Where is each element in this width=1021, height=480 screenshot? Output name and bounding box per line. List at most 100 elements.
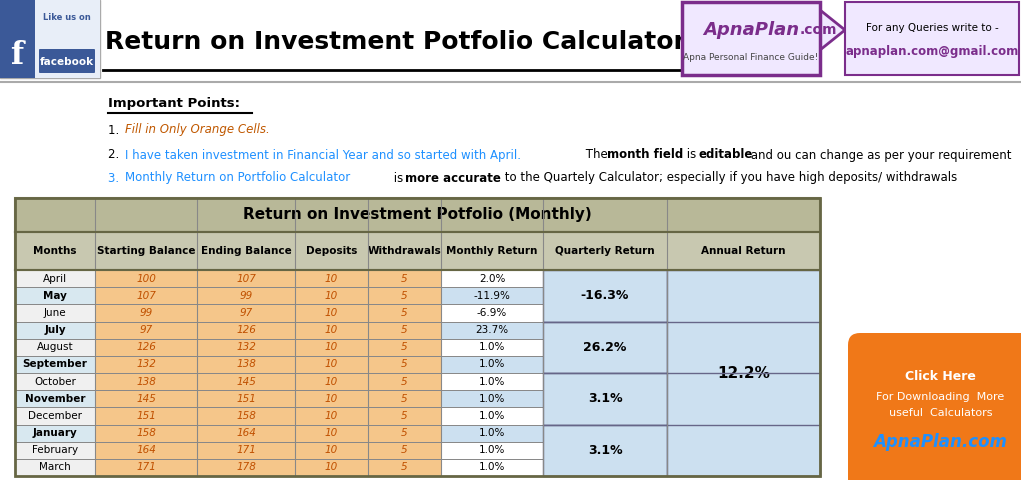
Text: Apna Personal Finance Guide!: Apna Personal Finance Guide! — [683, 53, 819, 62]
Text: 5: 5 — [401, 308, 407, 318]
FancyBboxPatch shape — [543, 424, 667, 476]
FancyBboxPatch shape — [15, 356, 95, 373]
FancyBboxPatch shape — [543, 322, 667, 373]
FancyBboxPatch shape — [15, 339, 95, 356]
Text: July: July — [44, 325, 65, 335]
FancyBboxPatch shape — [95, 339, 197, 356]
Text: 5: 5 — [401, 394, 407, 404]
Text: May: May — [43, 291, 67, 301]
FancyBboxPatch shape — [543, 270, 667, 322]
Text: February: February — [32, 445, 78, 455]
Text: month field: month field — [607, 148, 683, 161]
Text: 10: 10 — [325, 360, 338, 370]
Text: Monthly Return on Portfolio Calculator: Monthly Return on Portfolio Calculator — [125, 171, 350, 184]
Text: 10: 10 — [325, 445, 338, 455]
Text: Withdrawals: Withdrawals — [368, 246, 441, 256]
Text: f: f — [10, 39, 23, 71]
FancyBboxPatch shape — [295, 287, 368, 304]
Text: 12.2%: 12.2% — [717, 365, 770, 381]
FancyBboxPatch shape — [543, 373, 667, 424]
Text: Annual Return: Annual Return — [701, 246, 786, 256]
Text: Like us on: Like us on — [43, 13, 91, 23]
Text: Return on Investment Potfolio (Monthly): Return on Investment Potfolio (Monthly) — [243, 207, 592, 223]
FancyBboxPatch shape — [15, 232, 820, 270]
FancyBboxPatch shape — [95, 304, 197, 322]
Text: 23.7%: 23.7% — [476, 325, 508, 335]
FancyBboxPatch shape — [39, 49, 95, 73]
FancyBboxPatch shape — [368, 339, 441, 356]
Text: 5: 5 — [401, 428, 407, 438]
Text: 10: 10 — [325, 291, 338, 301]
Text: December: December — [28, 411, 82, 421]
FancyBboxPatch shape — [368, 408, 441, 424]
Text: 1.0%: 1.0% — [479, 360, 505, 370]
Text: August: August — [37, 342, 74, 352]
Text: to the Quartely Calculator; especially if you have high deposits/ withdrawals: to the Quartely Calculator; especially i… — [501, 171, 958, 184]
Text: 145: 145 — [136, 394, 156, 404]
Text: Important Points:: Important Points: — [108, 96, 240, 109]
FancyBboxPatch shape — [295, 270, 368, 287]
Text: 2.0%: 2.0% — [479, 274, 505, 284]
Text: 10: 10 — [325, 394, 338, 404]
FancyBboxPatch shape — [682, 2, 820, 75]
Text: March: March — [39, 462, 70, 472]
Text: June: June — [44, 308, 66, 318]
Text: 97: 97 — [140, 325, 152, 335]
FancyBboxPatch shape — [15, 287, 95, 304]
FancyBboxPatch shape — [368, 356, 441, 373]
Text: 3.: 3. — [108, 171, 123, 184]
FancyBboxPatch shape — [368, 322, 441, 339]
FancyBboxPatch shape — [295, 459, 368, 476]
Text: 10: 10 — [325, 377, 338, 386]
FancyBboxPatch shape — [95, 270, 197, 287]
FancyBboxPatch shape — [848, 333, 1021, 480]
FancyBboxPatch shape — [441, 408, 543, 424]
FancyBboxPatch shape — [441, 442, 543, 459]
FancyBboxPatch shape — [295, 408, 368, 424]
Text: I have taken investment in Financial Year and so started with April.: I have taken investment in Financial Yea… — [125, 148, 521, 161]
Text: -11.9%: -11.9% — [474, 291, 510, 301]
FancyBboxPatch shape — [441, 304, 543, 322]
Text: 99: 99 — [140, 308, 152, 318]
FancyBboxPatch shape — [197, 270, 295, 287]
Text: .com: .com — [800, 23, 837, 37]
Text: 132: 132 — [236, 342, 256, 352]
Text: 10: 10 — [325, 308, 338, 318]
Text: 107: 107 — [136, 291, 156, 301]
FancyBboxPatch shape — [15, 424, 95, 442]
FancyBboxPatch shape — [0, 0, 35, 78]
Text: 100: 100 — [136, 274, 156, 284]
FancyBboxPatch shape — [441, 287, 543, 304]
FancyBboxPatch shape — [197, 424, 295, 442]
FancyBboxPatch shape — [95, 373, 197, 390]
Text: ApnaPlan.com: ApnaPlan.com — [874, 433, 1008, 451]
Text: For any Queries write to -: For any Queries write to - — [866, 23, 999, 33]
FancyBboxPatch shape — [95, 408, 197, 424]
FancyBboxPatch shape — [95, 322, 197, 339]
Text: 107: 107 — [236, 274, 256, 284]
Text: 178: 178 — [236, 462, 256, 472]
FancyBboxPatch shape — [15, 442, 95, 459]
Text: Click Here: Click Here — [905, 371, 976, 384]
FancyBboxPatch shape — [15, 408, 95, 424]
FancyBboxPatch shape — [0, 0, 100, 78]
Text: 5: 5 — [401, 274, 407, 284]
FancyBboxPatch shape — [15, 459, 95, 476]
FancyBboxPatch shape — [95, 424, 197, 442]
FancyBboxPatch shape — [197, 304, 295, 322]
FancyBboxPatch shape — [95, 459, 197, 476]
Text: and ou can change as per your requirement: and ou can change as per your requiremen… — [747, 148, 1012, 161]
Text: Quarterly Return: Quarterly Return — [555, 246, 654, 256]
FancyBboxPatch shape — [295, 442, 368, 459]
FancyBboxPatch shape — [15, 322, 95, 339]
FancyBboxPatch shape — [441, 339, 543, 356]
Text: 1.0%: 1.0% — [479, 342, 505, 352]
Text: Fill in Only Orange Cells.: Fill in Only Orange Cells. — [125, 123, 270, 136]
FancyBboxPatch shape — [368, 304, 441, 322]
Text: Return on Investment Potfolio Calculator: Return on Investment Potfolio Calculator — [104, 30, 685, 54]
Text: -16.3%: -16.3% — [581, 289, 629, 302]
FancyBboxPatch shape — [95, 442, 197, 459]
FancyBboxPatch shape — [35, 0, 100, 78]
Text: 1.: 1. — [108, 123, 123, 136]
FancyBboxPatch shape — [845, 2, 1019, 75]
